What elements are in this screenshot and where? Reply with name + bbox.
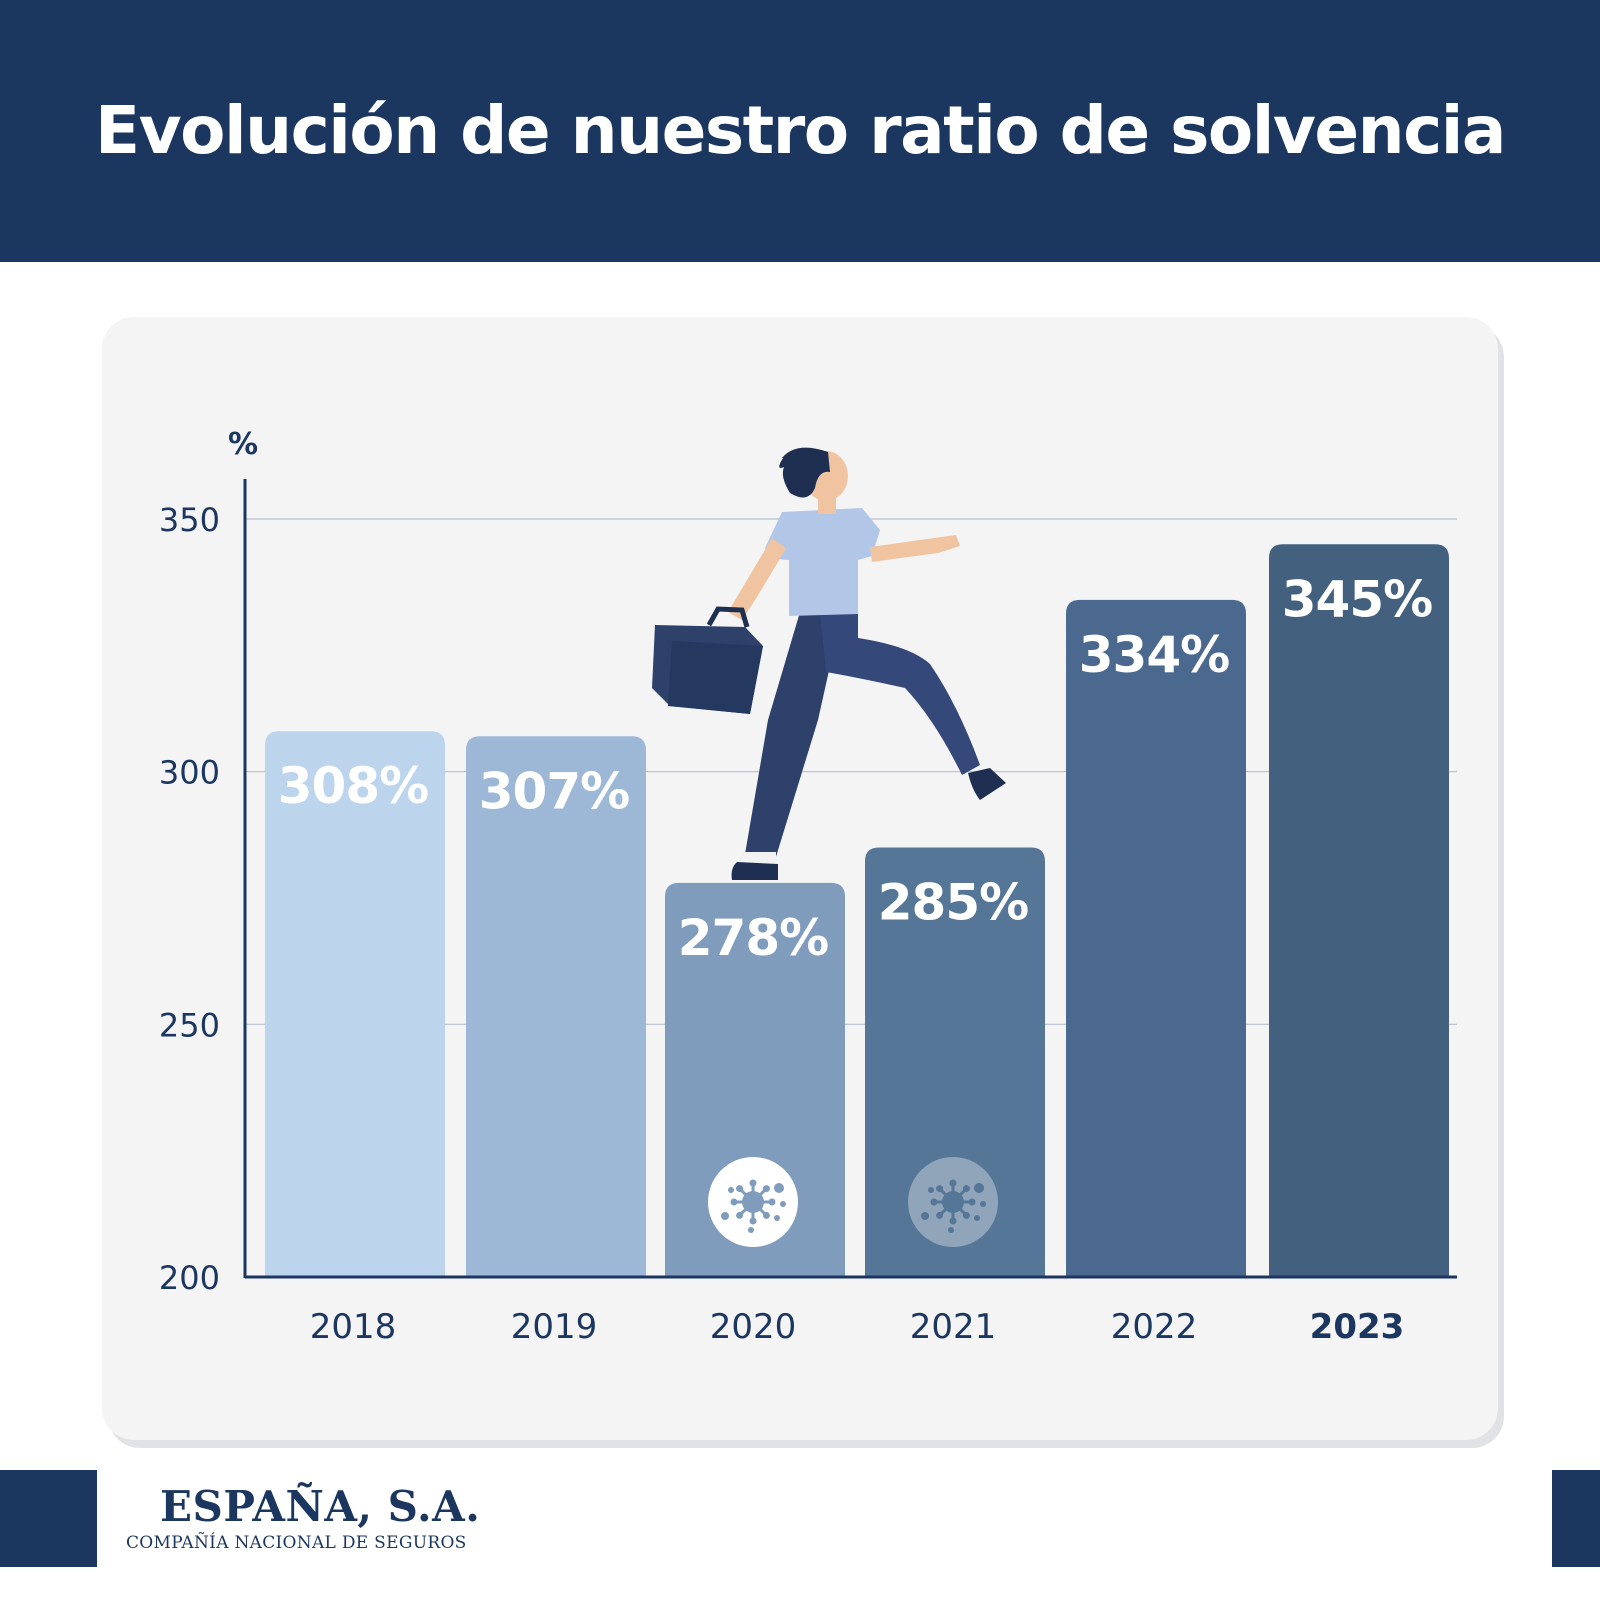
bar-2020 <box>665 882 845 1277</box>
bar-2022 <box>1066 599 1246 1277</box>
x-tick-label: 2023 <box>1310 1307 1405 1347</box>
bar-2023 <box>1269 544 1449 1277</box>
data-label: 285% <box>878 873 1028 931</box>
y-tick-label: 300 <box>159 754 220 792</box>
y-tick-labels: 200 250 300 350 <box>159 501 220 1297</box>
businessman-climbing-icon <box>652 447 1006 880</box>
page-title: Evolución de nuestro ratio de solvencia <box>95 92 1506 169</box>
y-tick-label: 200 <box>159 1259 220 1297</box>
data-label: 345% <box>1282 570 1432 628</box>
data-label: 334% <box>1079 626 1229 684</box>
footer-square-left <box>0 1470 97 1567</box>
bar-2019 <box>466 736 646 1277</box>
y-axis-unit-label: % <box>228 427 258 462</box>
company-logo-name: ESPAÑA, S.A. <box>160 1482 481 1531</box>
virus-icon <box>708 1157 798 1247</box>
bar-2018 <box>265 731 445 1277</box>
x-tick-label: 2018 <box>310 1307 397 1347</box>
bars <box>265 544 1449 1277</box>
x-tick-labels: 2018 2019 2020 2021 2022 2023 <box>310 1307 1405 1347</box>
y-tick-label: 250 <box>159 1006 220 1044</box>
data-labels: 308% 307% 278% 285% 334% 345% <box>278 570 1433 967</box>
virus-icon <box>908 1157 998 1247</box>
footer-square-right <box>1552 1470 1600 1567</box>
virus-icons <box>708 1157 998 1247</box>
axes: % <box>228 427 1457 1279</box>
data-label: 307% <box>479 762 629 820</box>
company-logo-subtitle: COMPAÑÍA NACIONAL DE SEGUROS <box>126 1533 467 1553</box>
y-tick-label: 350 <box>159 501 220 539</box>
x-tick-label: 2020 <box>710 1307 797 1347</box>
bar-2021 <box>865 847 1045 1277</box>
header-banner: Evolución de nuestro ratio de solvencia <box>0 0 1600 262</box>
data-label: 308% <box>278 757 428 815</box>
x-tick-label: 2021 <box>910 1307 997 1347</box>
x-tick-label: 2022 <box>1111 1307 1198 1347</box>
data-label: 278% <box>678 909 828 967</box>
x-tick-label: 2019 <box>511 1307 598 1347</box>
